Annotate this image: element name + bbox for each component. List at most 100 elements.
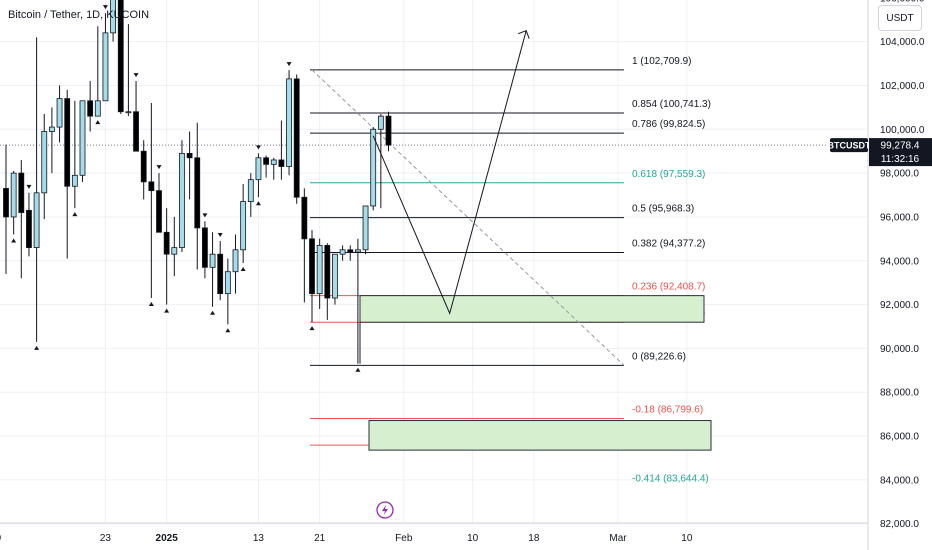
candle: [186, 131, 193, 200]
candle: [263, 155, 270, 178]
pivot-low-marker: [355, 367, 361, 372]
lightning-glyph: [382, 505, 388, 515]
candle: [133, 81, 139, 152]
candle-body: [278, 159, 285, 167]
candle-body: [26, 209, 32, 249]
candle: [171, 216, 178, 277]
candle: [56, 85, 63, 143]
candle-body: [49, 126, 55, 132]
candle-body: [339, 249, 346, 255]
fib-label: -0.18 (86,799.6): [632, 405, 703, 416]
candle-body: [286, 78, 292, 167]
candle-body: [247, 179, 254, 202]
candle-body: [255, 157, 262, 181]
fib-label: 0.618 (97,559.3): [632, 169, 705, 180]
pivot-high-marker: [217, 233, 223, 238]
candle-body: [140, 150, 147, 183]
candle: [3, 144, 9, 274]
candle: [332, 253, 338, 305]
candle-body: [87, 100, 94, 117]
candle: [347, 245, 354, 261]
candle: [270, 157, 277, 180]
candle-body: [232, 249, 239, 273]
candle: [286, 70, 292, 176]
candle-body: [186, 152, 193, 159]
x-tick-label: 23: [100, 533, 112, 544]
candle: [87, 81, 94, 132]
pivot-low-marker: [11, 238, 17, 243]
price-badge-value: 99,278.4: [881, 141, 920, 152]
candle: [117, 0, 124, 114]
candle: [354, 238, 361, 364]
x-tick-label: 21: [314, 533, 326, 544]
candle-body: [362, 205, 369, 251]
candle: [293, 74, 300, 204]
fib-label: 0.854 (100,741.3): [632, 99, 711, 110]
x-tick-label: Mar: [609, 533, 627, 544]
candle: [163, 208, 170, 305]
x-tick-label: 13: [253, 533, 265, 544]
pivot-high-marker: [26, 184, 32, 189]
fib-label: 0.5 (95,968.3): [632, 204, 694, 215]
pivot-low-marker: [148, 302, 154, 307]
candle-body: [125, 111, 132, 114]
pivot-low-marker: [240, 266, 246, 271]
symbol-badge-label: BTCUSDT: [828, 141, 871, 151]
fib-trend-line: [311, 69, 625, 366]
candle-body: [10, 172, 17, 218]
pivot-low-marker: [72, 212, 78, 217]
currency-button[interactable]: USDT: [878, 5, 922, 31]
candle-body: [270, 159, 277, 165]
y-tick-label: 98,000.0: [880, 169, 919, 180]
candle-body: [56, 98, 63, 128]
candle: [18, 159, 25, 279]
candle: [26, 192, 32, 257]
pivot-low-marker: [164, 308, 170, 313]
candle: [309, 230, 315, 323]
x-tick-label: 10: [467, 533, 479, 544]
candle-body: [194, 157, 201, 229]
y-tick-label: 82,000.0: [880, 519, 919, 530]
y-tick-label: 84,000.0: [880, 475, 919, 486]
fib-label: -0.414 (83,644.4): [632, 474, 709, 485]
candle-body: [3, 188, 9, 218]
y-tick-label: 104,000.0: [880, 37, 925, 48]
candle-body: [316, 245, 323, 295]
candle: [10, 170, 17, 235]
y-tick-label: 100,000.0: [880, 125, 925, 136]
x-tick-label: 10: [681, 533, 693, 544]
candle: [148, 102, 155, 299]
candle: [385, 111, 392, 152]
candle: [339, 245, 346, 261]
candle: [370, 127, 377, 211]
candle: [240, 184, 247, 263]
candle: [209, 232, 216, 307]
candle: [156, 173, 162, 233]
candle-body: [148, 181, 155, 192]
candle: [255, 153, 262, 198]
candle: [79, 100, 86, 182]
candle-body: [201, 227, 208, 268]
y-tick-label: 88,000.0: [880, 388, 919, 399]
pivot-high-marker: [255, 145, 261, 150]
fib-label: 0.786 (99,824.5): [632, 119, 705, 130]
candle-body: [370, 128, 377, 207]
candle-body: [110, 0, 116, 34]
candle: [316, 238, 323, 309]
demand-zone-upper: [359, 295, 705, 323]
candle-body: [64, 98, 71, 187]
x-tick-label: 9: [0, 533, 2, 544]
candle-body: [209, 253, 216, 268]
pivot-low-marker: [309, 326, 315, 331]
pivot-high-marker: [156, 165, 162, 170]
candle: [278, 120, 285, 180]
pivot-high-marker: [102, 5, 108, 10]
pivot-low-marker: [95, 120, 101, 125]
x-tick-label: Feb: [395, 533, 413, 544]
candle: [64, 89, 71, 259]
candle: [324, 243, 331, 320]
candle: [110, 0, 116, 42]
candle-body: [71, 174, 78, 187]
candle: [94, 26, 101, 117]
